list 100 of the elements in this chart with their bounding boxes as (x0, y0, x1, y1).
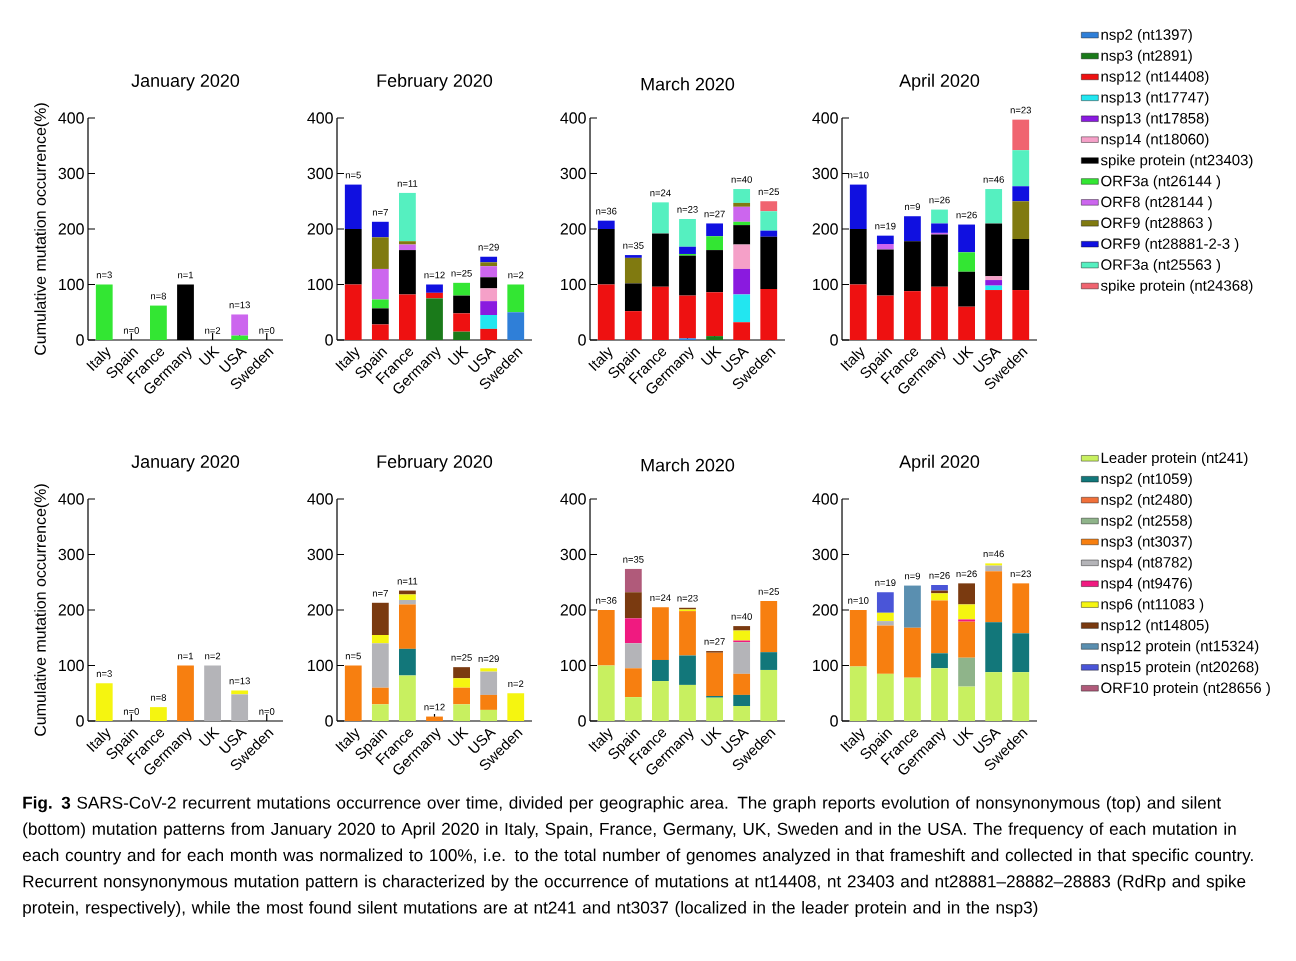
y-tick-label: 0 (578, 715, 586, 727)
annotation: n=10 (848, 597, 869, 604)
annotation: n=0 (123, 708, 139, 715)
chart-title: March 2020 (641, 458, 735, 472)
y-tick-label: 200 (812, 604, 838, 616)
annotation: n=8 (151, 292, 167, 300)
annotation: n=23 (1010, 106, 1031, 114)
legend-label: nsp2 (nt2480) (1101, 493, 1192, 508)
y-tick-label: 0 (76, 715, 84, 727)
x-tick-label: UK (198, 726, 220, 746)
y-tick-label: 400 (812, 493, 838, 505)
annotation: n=26 (956, 570, 977, 578)
legend-label: nsp14 (nt18060) (1101, 133, 1209, 148)
y-tick-label: 100 (813, 278, 838, 291)
annotation: n=0 (259, 708, 275, 715)
legend-label: nsp2 (nt1397) (1101, 28, 1192, 43)
x-tick-label: UK (952, 726, 974, 746)
annotation: n=26 (929, 196, 950, 204)
annotation: n=27 (704, 638, 725, 645)
legend-label: nsp15 protein (nt20268) (1101, 661, 1259, 676)
legend-label: ORF8 (nt28144 ) (1101, 196, 1212, 211)
y-tick-label: 100 (59, 278, 84, 291)
legend-label: nsp12 (nt14408) (1101, 70, 1209, 85)
y-tick-label: 0 (76, 334, 84, 346)
chart-title: February 2020 (377, 454, 493, 472)
x-tick-label: UK (700, 726, 722, 746)
y-tick-label: 400 (560, 112, 586, 124)
annotation: n=24 (650, 189, 671, 197)
y-tick-label: 400 (560, 493, 586, 505)
annotation: n=23 (677, 206, 698, 213)
legend-label: nsp6 (nt11083 ) (1101, 598, 1204, 613)
text: Fig. 3 SARS-CoV-2 recurrent mutations occurrence over time, divided per geographic area. The graph reports evolution of nonsynonymous (top) and silent (bottom) mutation patterns from January 2020 to April 2020 in Italy, Spain, France, Germany, UK, Sweden and in the USA. The frequency of each mutation in each country and for each month was normalized to 100%, i.e. to the total number of genomes analyzed in that frameshift and collected in that specific country. Recurrent nonsynonymous mutation pattern is characterized by the occurrence of mutations at nt14408, nt 23403 and nt28881–28882–28883 (RdRp and spike protein, respectively), while the most found silent mutations are at nt241 and nt3037 (localized in the leader protein and in the nsp3) (22, 796, 1253, 917)
annotation: n=7 (372, 590, 388, 597)
legend-label: ORF3a (nt26144 ) (1101, 175, 1221, 190)
y-tick-label: 100 (813, 659, 838, 672)
annotation: n=8 (151, 694, 167, 701)
annotation: n=3 (96, 670, 112, 678)
annotation: n=25 (758, 188, 780, 196)
chart-title: March 2020 (641, 77, 735, 91)
y-tick-label: 200 (560, 604, 586, 616)
x-tick-label: UK (198, 345, 220, 365)
legend-label: nsp12 protein (nt15324) (1101, 640, 1259, 655)
annotation: n=25 (451, 269, 472, 277)
annotation: n=5 (345, 171, 361, 179)
y-tick-label: 200 (307, 223, 333, 235)
legend-label: spike protein (nt24368) (1100, 279, 1253, 294)
x-tick-label: UK (447, 726, 469, 746)
y-tick-label: 200 (812, 223, 838, 235)
y-tick-label: 0 (325, 715, 333, 727)
legend-label: nsp2 (nt1059) (1101, 473, 1192, 487)
annotation: n=10 (848, 171, 869, 179)
y-axis-title: Cumulative mutation occurrence(%) (34, 103, 50, 355)
chart-title: January 2020 (131, 74, 240, 91)
annotation: n=9 (905, 203, 920, 211)
y-tick-label: 400 (307, 112, 333, 124)
annotation: n=26 (956, 211, 977, 219)
annotation: n=40 (731, 176, 752, 183)
legend-label: spike protein (nt23403) (1100, 154, 1253, 169)
annotation: n=12 (424, 703, 445, 711)
annotation: n=26 (929, 572, 950, 579)
annotation: n=46 (983, 550, 1004, 558)
legend-label: nsp13 (nt17858) (1101, 112, 1209, 127)
annotation: n=23 (677, 594, 698, 602)
chart-title: January 2020 (131, 455, 240, 472)
y-tick-label: 100 (561, 278, 586, 291)
y-tick-label: 300 (307, 548, 333, 561)
legend-label: Leader protein (nt241) (1101, 452, 1248, 467)
y-tick-label: 400 (812, 112, 838, 124)
annotation: n=24 (650, 594, 671, 602)
annotation: n=19 (875, 579, 896, 587)
legend-label: ORF3a (nt25563 ) (1101, 258, 1221, 273)
annotation: n=27 (704, 210, 725, 218)
annotation: n=0 (259, 327, 275, 334)
x-tick-label: UK (952, 345, 974, 365)
y-axis-title: Cumulative mutation occurrence(%) (34, 484, 50, 736)
annotation: n=3 (96, 271, 112, 279)
y-tick-label: 200 (58, 604, 84, 616)
x-tick-label: UK (447, 345, 469, 365)
y-tick-label: 300 (58, 167, 84, 180)
annotation: n=9 (905, 572, 920, 580)
y-tick-label: 0 (830, 715, 838, 727)
legend-label: nsp4 (nt9476) (1101, 577, 1192, 592)
annotation: n=1 (178, 271, 194, 279)
y-tick-label: 100 (308, 278, 333, 291)
annotation: n=36 (596, 597, 617, 604)
legend-label: nsp4 (nt8782) (1101, 556, 1192, 571)
annotation: n=40 (731, 613, 752, 620)
y-tick-label: 300 (58, 548, 84, 561)
y-tick-label: 200 (307, 604, 333, 616)
chart-title: April 2020 (899, 454, 980, 472)
annotation: n=11 (397, 180, 418, 187)
y-tick-label: 300 (812, 548, 838, 561)
y-tick-label: 300 (560, 167, 586, 180)
annotation: n=7 (372, 209, 388, 216)
annotation: n=11 (397, 577, 418, 585)
chart-title: April 2020 (899, 73, 980, 91)
annotation: n=13 (229, 677, 250, 685)
legend-label: nsp3 (nt3037) (1101, 535, 1192, 550)
y-tick-label: 300 (560, 548, 586, 561)
legend-label: ORF9 (nt28881-2-3 ) (1101, 238, 1239, 252)
